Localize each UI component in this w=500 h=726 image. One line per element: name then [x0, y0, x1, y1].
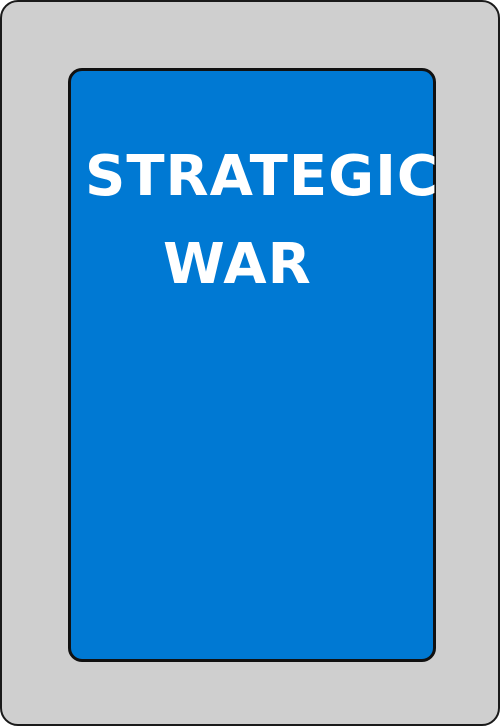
card-face: STRATEGIC WAR [68, 68, 439, 662]
card-title-line-2: WAR [163, 232, 312, 297]
card-title-line-1: STRATEGIC [85, 144, 439, 209]
